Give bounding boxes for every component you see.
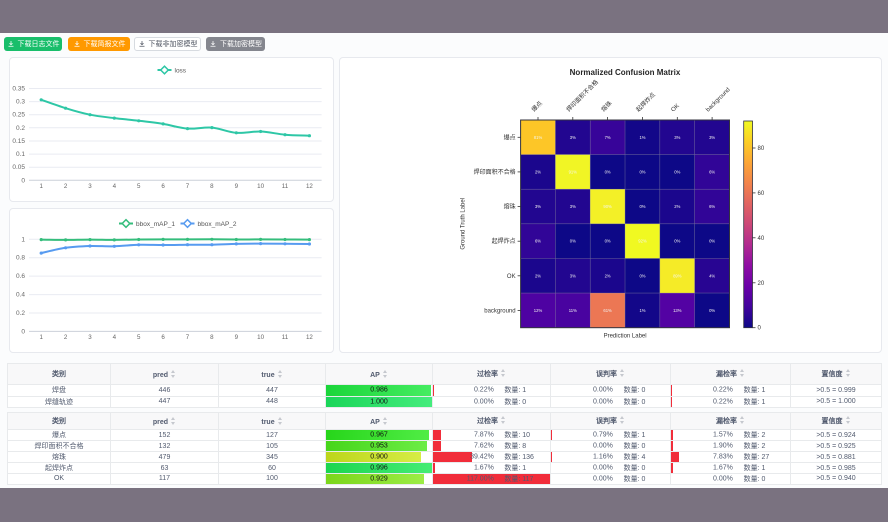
svg-text:13%: 13% [673,308,682,313]
svg-text:4: 4 [113,183,117,190]
svg-text:2%: 2% [674,204,680,209]
svg-text:3%: 3% [570,135,576,140]
svg-text:0.6: 0.6 [16,273,25,280]
svg-text:0%: 0% [709,239,715,244]
svg-text:20: 20 [758,281,765,287]
svg-text:0%: 0% [674,239,680,244]
svg-text:7%: 7% [605,135,611,140]
svg-text:Prediction Label: Prediction Label [604,334,647,340]
svg-text:0.2: 0.2 [16,125,25,132]
svg-text:Ground Truth Label: Ground Truth Label [461,198,467,250]
svg-text:0: 0 [21,328,25,335]
svg-text:OK: OK [670,103,680,113]
svg-text:11: 11 [282,183,289,190]
svg-text:10: 10 [257,334,264,341]
svg-text:3%: 3% [709,135,715,140]
svg-text:0%: 0% [639,169,645,174]
svg-text:5: 5 [137,334,141,341]
svg-text:0: 0 [21,177,25,184]
svg-text:7: 7 [186,183,190,190]
svg-text:12: 12 [306,334,313,341]
svg-text:0.1: 0.1 [16,151,25,158]
svg-text:0: 0 [758,326,762,332]
svg-text:0%: 0% [709,308,715,313]
svg-text:91%: 91% [569,169,578,174]
svg-text:6%: 6% [535,239,541,244]
svg-text:爆点: 爆点 [504,133,516,141]
svg-text:12%: 12% [534,308,543,313]
svg-text:8: 8 [210,183,214,190]
svg-text:焊印面积不合格: 焊印面积不合格 [565,78,600,113]
svg-text:焊印面积不合格: 焊印面积不合格 [474,168,516,176]
svg-text:2%: 2% [535,273,541,278]
svg-text:1: 1 [39,334,43,341]
svg-text:起焊炸点: 起焊炸点 [634,91,657,114]
svg-text:1: 1 [39,183,43,190]
svg-text:0%: 0% [605,169,611,174]
svg-text:1: 1 [21,236,25,243]
svg-text:6: 6 [161,334,165,341]
svg-text:80: 80 [758,146,765,152]
svg-text:3%: 3% [570,273,576,278]
svg-text:爆点: 爆点 [530,99,544,113]
svg-text:10: 10 [257,183,264,190]
svg-text:0%: 0% [570,239,576,244]
svg-text:90%: 90% [603,204,612,209]
svg-text:background: background [705,87,731,113]
svg-text:OK: OK [507,274,516,280]
svg-text:0%: 0% [639,204,645,209]
svg-text:89%: 89% [673,273,682,278]
svg-text:4: 4 [113,334,117,341]
svg-text:6%: 6% [709,204,715,209]
svg-text:2: 2 [64,334,68,341]
svg-text:9: 9 [235,183,239,190]
svg-text:0.2: 0.2 [16,310,25,317]
svg-text:6%: 6% [709,169,715,174]
svg-text:0.15: 0.15 [12,138,25,145]
svg-text:熔珠: 熔珠 [599,99,613,113]
svg-text:61%: 61% [603,308,612,313]
svg-text:Normalized Confusion Matrix: Normalized Confusion Matrix [570,68,681,77]
svg-text:0.4: 0.4 [16,292,25,299]
svg-text:0.35: 0.35 [12,86,25,93]
svg-text:0.05: 0.05 [12,164,25,171]
svg-text:1%: 1% [639,135,645,140]
svg-text:6: 6 [161,183,165,190]
svg-text:60: 60 [758,191,765,197]
svg-text:3%: 3% [535,204,541,209]
svg-text:12: 12 [306,183,313,190]
svg-text:0%: 0% [605,239,611,244]
svg-text:7: 7 [186,334,190,341]
svg-text:9: 9 [235,334,239,341]
svg-text:3: 3 [88,334,92,341]
svg-text:81%: 81% [534,135,543,140]
svg-text:3%: 3% [674,135,680,140]
svg-text:loss: loss [175,68,187,75]
svg-text:4%: 4% [709,273,715,278]
svg-text:40: 40 [758,236,765,242]
svg-text:0.3: 0.3 [16,99,25,106]
svg-text:2: 2 [64,183,68,190]
svg-text:0.25: 0.25 [12,112,25,119]
svg-text:0.8: 0.8 [16,255,25,262]
svg-text:3: 3 [88,183,92,190]
svg-text:2%: 2% [605,273,611,278]
svg-text:2%: 2% [535,169,541,174]
svg-text:3%: 3% [570,204,576,209]
svg-text:bbox_mAP_2: bbox_mAP_2 [198,221,237,228]
svg-text:11%: 11% [569,308,577,313]
svg-text:1%: 1% [639,308,645,313]
svg-text:92%: 92% [638,239,647,244]
svg-text:11: 11 [282,334,289,341]
svg-text:bbox_mAP_1: bbox_mAP_1 [136,221,175,228]
svg-text:8: 8 [210,334,214,341]
svg-text:熔珠: 熔珠 [504,203,516,211]
svg-text:起焊炸点: 起焊炸点 [492,237,516,245]
svg-text:0%: 0% [674,169,680,174]
svg-text:background: background [484,308,515,314]
svg-text:5: 5 [137,183,141,190]
svg-text:0%: 0% [639,273,645,278]
